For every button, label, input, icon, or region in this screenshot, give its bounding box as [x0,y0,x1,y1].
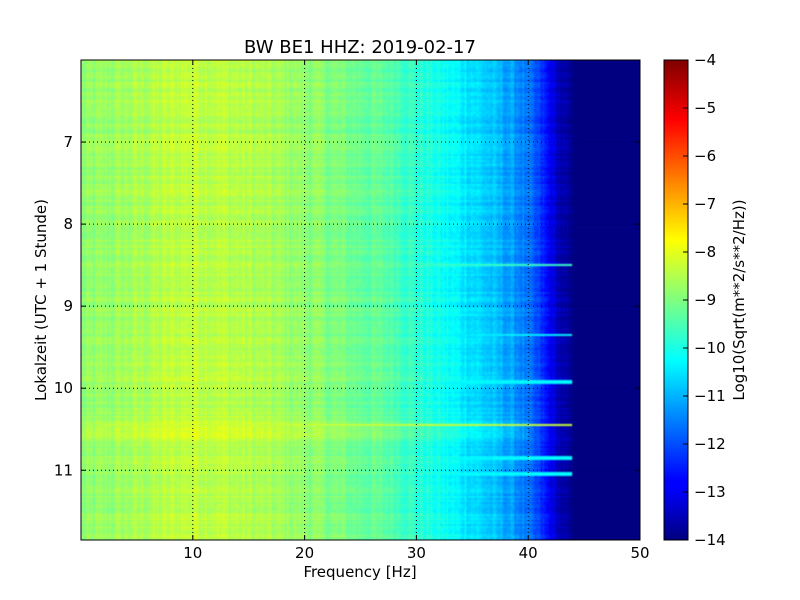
colorbar-tick-label: −6 [694,147,716,165]
colorbar-tick-label: −14 [694,531,726,549]
colorbar-tick-label: −9 [694,291,716,309]
y-tick-label: 10 [54,379,73,397]
y-tick-label: 11 [54,461,73,479]
colorbar-label: Log10(Sqrt(m**2/s**2/Hz)) [730,199,748,400]
spectrogram-heatmap [81,60,640,540]
x-axis-ticks: 10 20 30 40 50 [183,60,650,562]
y-axis-label: Lokalzeit (UTC + 1 Stunde) [32,199,50,401]
y-axis-ticks: 7 8 9 10 11 [54,133,640,479]
x-tick-label: 30 [407,544,426,562]
y-tick-label: 8 [63,215,73,233]
chart-title: BW BE1 HHZ: 2019-02-17 [244,37,476,58]
colorbar-tick-label: −8 [694,243,716,261]
x-tick-label: 20 [295,544,314,562]
x-tick-label: 40 [519,544,538,562]
colorbar-tick-label: −5 [694,99,716,117]
y-tick-label: 7 [63,133,73,151]
colorbar-tick-label: −7 [694,195,716,213]
colorbar: −4 −5 −6 −7 −8 −9 −10 −11 −12 −13 −14 [663,51,726,549]
y-tick-label: 9 [63,297,73,315]
colorbar-tick-label: −12 [694,435,726,453]
plot-area [80,59,641,541]
x-axis-label: Frequency [Hz] [303,563,416,581]
x-tick-label: 10 [183,544,202,562]
grid-lines [81,60,640,540]
x-tick-label: 50 [630,544,649,562]
colorbar-tick-label: −10 [694,339,726,357]
colorbar-tick-label: −11 [694,387,726,405]
colorbar-gradient [663,59,689,541]
plot-frame [80,59,641,541]
colorbar-ticks: −4 −5 −6 −7 −8 −9 −10 −11 −12 −13 −14 [683,51,726,549]
colorbar-tick-label: −4 [694,51,716,69]
colorbar-tick-label: −13 [694,483,726,501]
